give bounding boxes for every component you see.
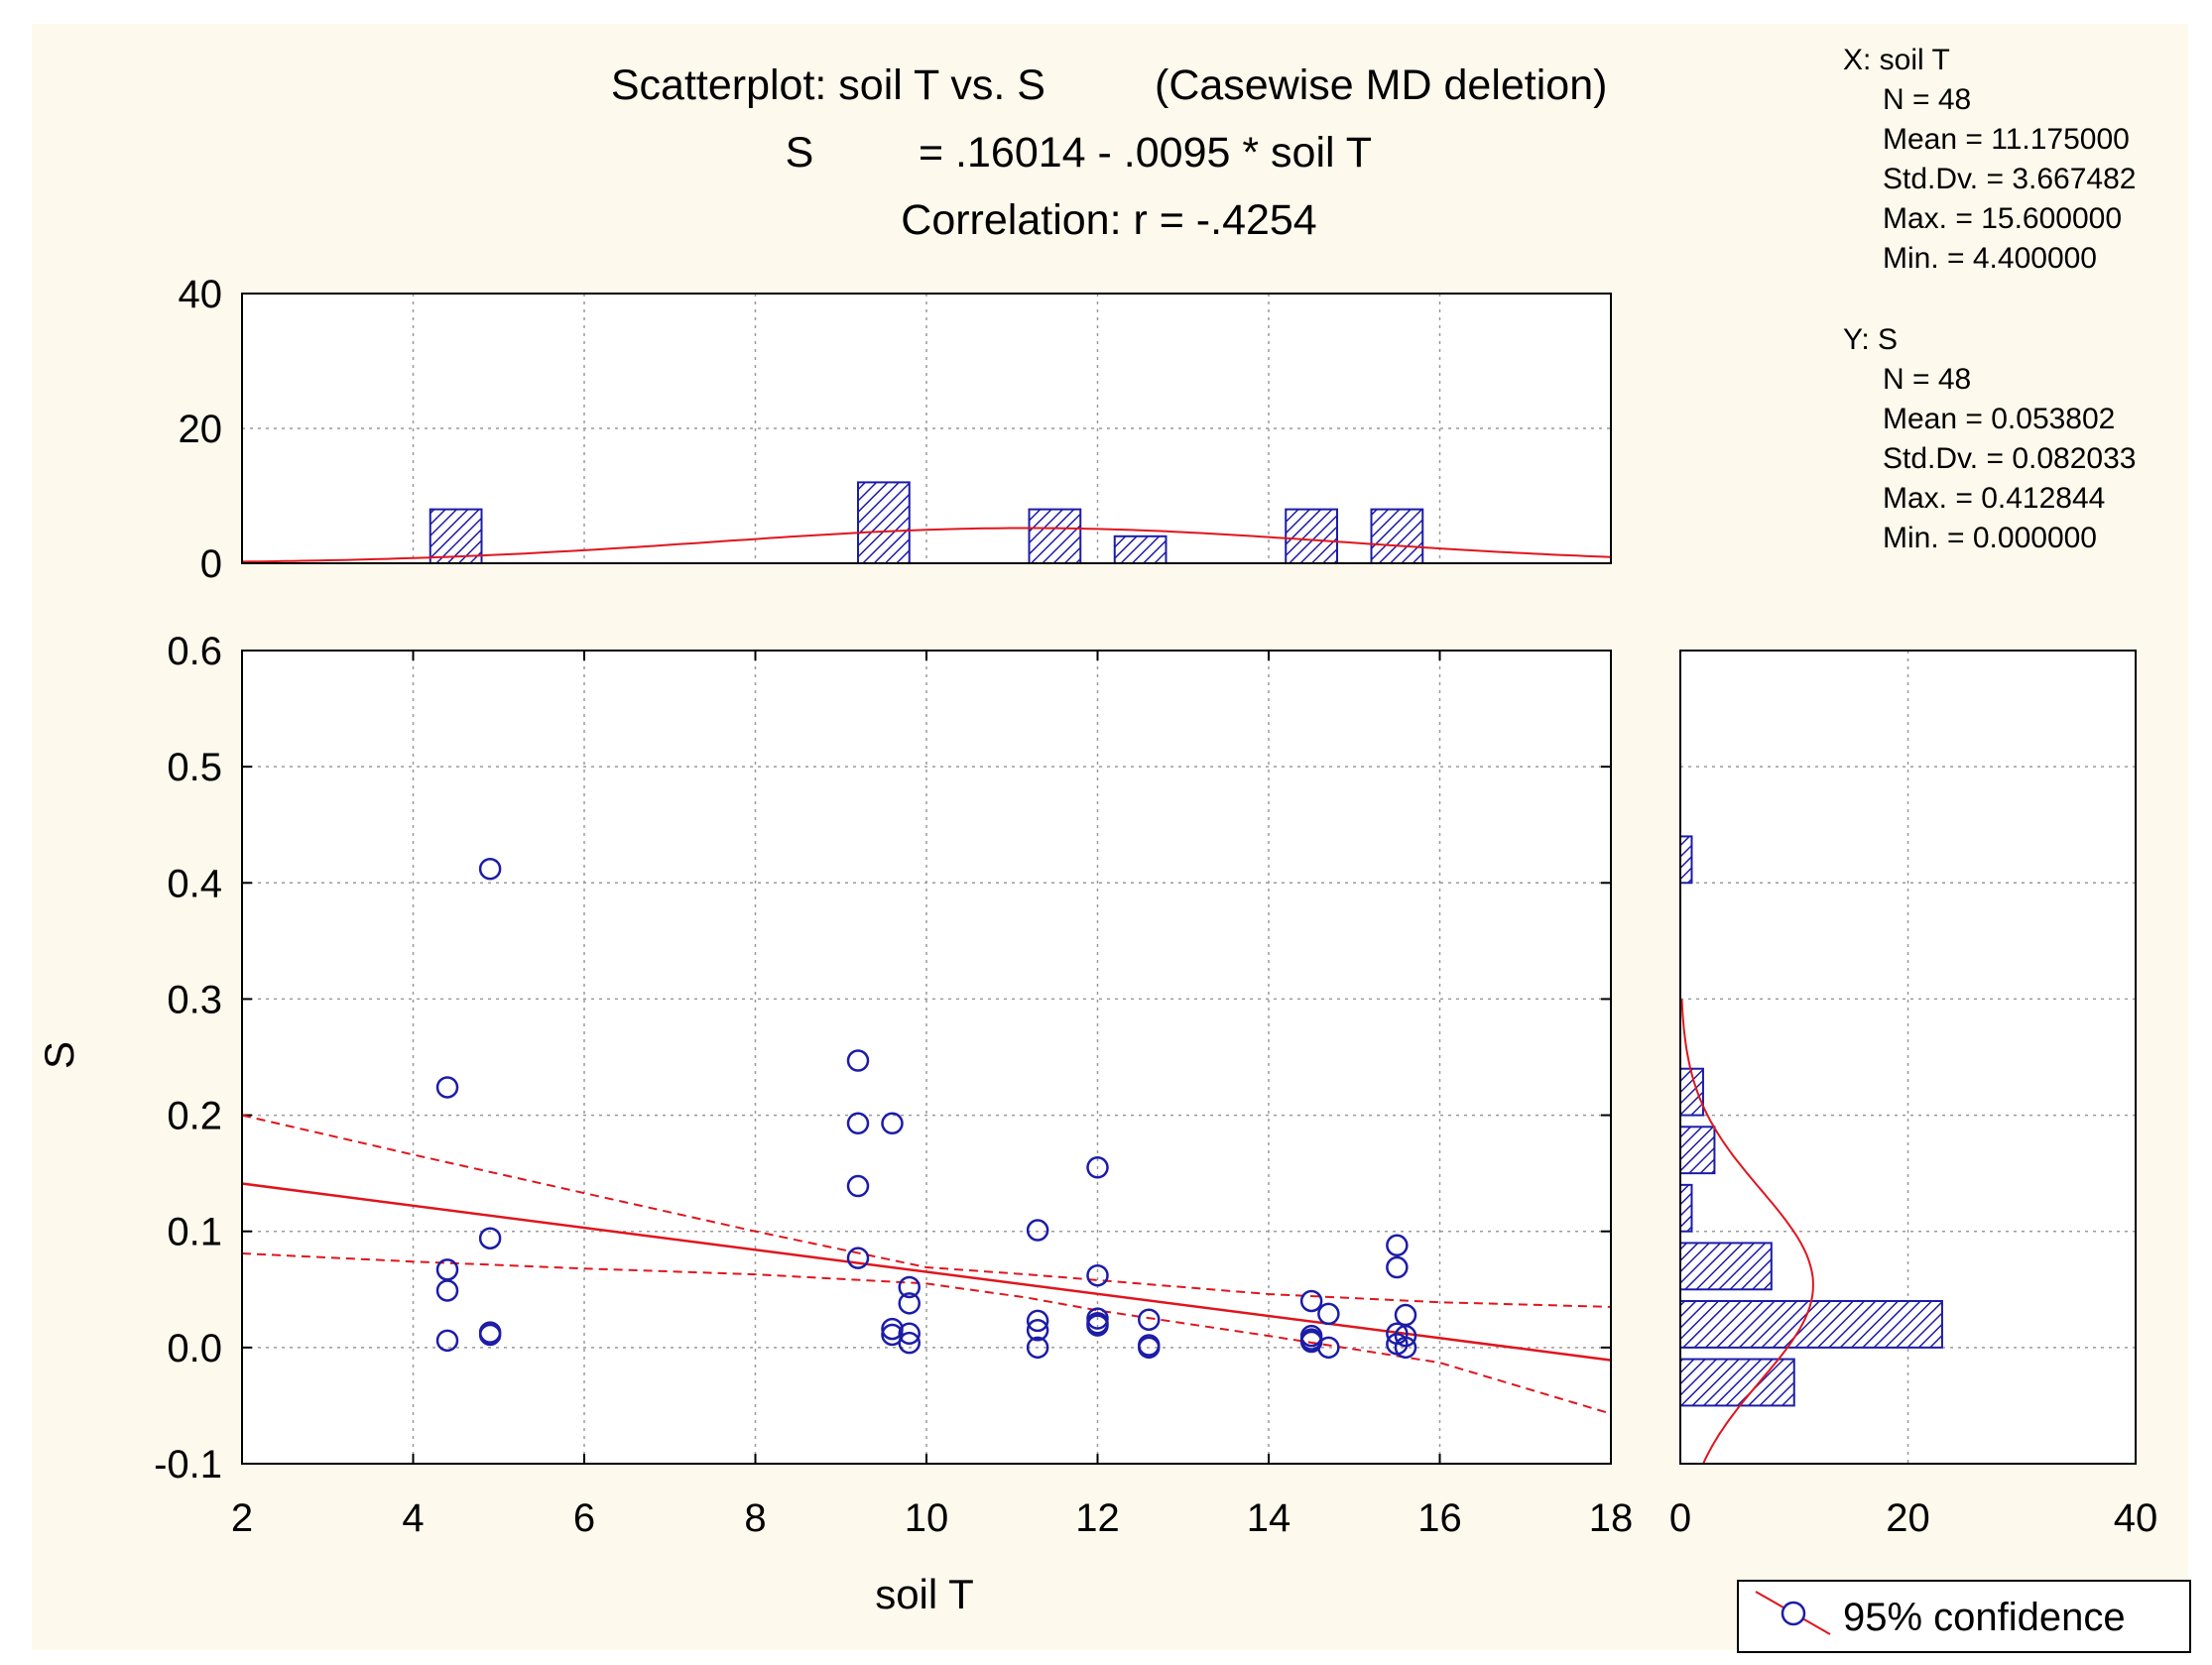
legend-label: 95% confidence xyxy=(1843,1596,2126,1639)
x-tick-label: 6 xyxy=(573,1496,595,1540)
data-point xyxy=(1138,1336,1161,1360)
x-stats-label: X: soil T xyxy=(1843,44,1950,76)
data-point xyxy=(1317,1336,1340,1360)
x-stats-line: Std.Dv. = 3.667482 xyxy=(1883,163,2136,195)
top-hist-bar xyxy=(1028,508,1082,564)
title-line-1-right: (Casewise MD deletion) xyxy=(1155,61,1607,109)
x-stats-line: N = 48 xyxy=(1883,83,1971,116)
top-hist-tick-label: 0 xyxy=(200,542,222,586)
data-point xyxy=(1317,1302,1340,1326)
x-tick-label: 4 xyxy=(402,1496,424,1540)
data-point xyxy=(1394,1336,1417,1360)
data-point xyxy=(846,1049,870,1072)
data-point xyxy=(435,1279,459,1302)
title-line-3: Correlation: r = -.4254 xyxy=(901,196,1316,244)
top-hist-tick-label: 40 xyxy=(179,273,223,316)
top-hist-normal-curve xyxy=(241,527,1612,563)
confidence-band-upper xyxy=(241,1114,1612,1308)
y-axis-label: S xyxy=(36,1041,82,1069)
data-point xyxy=(1026,1219,1049,1242)
y-tick-label: 0.0 xyxy=(167,1327,222,1370)
data-point xyxy=(1026,1319,1049,1342)
top-hist-bar xyxy=(1285,508,1338,564)
x-tick-label: 8 xyxy=(744,1496,766,1540)
data-point xyxy=(1026,1336,1049,1360)
data-point xyxy=(846,1112,870,1135)
y-stats-label: Y: S xyxy=(1843,323,1898,356)
title-line-2-left: S xyxy=(786,129,814,177)
y-tick-label: 0.5 xyxy=(167,746,222,789)
data-point xyxy=(1138,1308,1161,1331)
data-point xyxy=(898,1292,921,1315)
y-stats-line: Std.Dv. = 0.082033 xyxy=(1883,442,2136,475)
x-tick-label: 12 xyxy=(1075,1496,1120,1540)
data-point xyxy=(1386,1255,1409,1279)
legend-marker-icon xyxy=(1781,1601,1806,1626)
right-hist-tick-label: 40 xyxy=(2114,1496,2158,1540)
data-point xyxy=(881,1112,904,1135)
y-tick-label: 0.3 xyxy=(167,978,222,1021)
y-tick-label: 0.4 xyxy=(167,862,222,905)
x-tick-label: 16 xyxy=(1417,1496,1462,1540)
x-tick-label: 14 xyxy=(1247,1496,1291,1540)
right-hist-tick-label: 0 xyxy=(1669,1496,1691,1540)
y-tick-label: 0.1 xyxy=(167,1211,222,1254)
y-stats-line: N = 48 xyxy=(1883,363,1971,396)
right-histogram-frame xyxy=(1679,650,2137,1465)
top-hist-bar xyxy=(1113,535,1167,564)
title-line-2-right: = .16014 - .0095 * soil T xyxy=(919,129,1372,177)
x-stats-line: Min. = 4.400000 xyxy=(1883,242,2097,275)
x-tick-label: 18 xyxy=(1589,1496,1634,1540)
top-hist-bar xyxy=(1370,508,1424,564)
right-hist-bar xyxy=(1679,1242,1773,1291)
data-point xyxy=(1299,1289,1323,1313)
right-hist-bar xyxy=(1679,1300,1943,1349)
x-axis-label: soil T xyxy=(875,1571,974,1617)
y-stats-line: Min. = 0.000000 xyxy=(1883,522,2097,554)
data-point xyxy=(898,1275,921,1299)
top-hist-tick-label: 20 xyxy=(179,408,223,451)
y-stats-line: Max. = 0.412844 xyxy=(1883,482,2105,515)
top-histogram-frame xyxy=(241,293,1612,564)
right-hist-tick-label: 20 xyxy=(1886,1496,1930,1540)
y-tick-label: 0.2 xyxy=(167,1095,222,1138)
data-point xyxy=(846,1247,870,1269)
data-point xyxy=(478,1321,502,1344)
confidence-band-lower xyxy=(241,1252,1612,1415)
data-point xyxy=(1086,1263,1109,1287)
top-hist-bar xyxy=(429,508,483,564)
regression-line xyxy=(241,1182,1612,1362)
y-stats-line: Mean = 0.053802 xyxy=(1883,403,2115,435)
data-point xyxy=(478,857,502,881)
main-plot-frame xyxy=(241,650,1612,1465)
top-hist-bar xyxy=(857,481,911,564)
data-point xyxy=(1086,1314,1109,1337)
x-tick-label: 2 xyxy=(231,1496,253,1540)
data-point xyxy=(898,1322,921,1346)
data-point xyxy=(1026,1309,1049,1333)
right-hist-bar xyxy=(1679,1358,1795,1407)
data-point xyxy=(1386,1234,1409,1257)
data-point xyxy=(846,1174,870,1198)
right-hist-bar xyxy=(1679,1183,1693,1233)
x-stats-line: Mean = 11.175000 xyxy=(1883,123,2130,156)
data-point xyxy=(898,1331,921,1355)
data-point xyxy=(435,1076,459,1099)
y-tick-label: 0.6 xyxy=(167,630,222,673)
y-tick-label: -0.1 xyxy=(154,1443,222,1487)
legend-box xyxy=(1737,1580,2191,1653)
right-hist-bar xyxy=(1679,1126,1716,1175)
data-point xyxy=(1086,1156,1109,1179)
title-line-1-left: Scatterplot: soil T vs. S xyxy=(611,61,1045,109)
x-tick-label: 10 xyxy=(905,1496,949,1540)
x-stats-line: Max. = 15.600000 xyxy=(1883,202,2122,235)
right-hist-normal-curve xyxy=(1680,999,1814,1465)
right-hist-bar xyxy=(1679,835,1693,885)
data-point xyxy=(881,1317,904,1341)
data-point xyxy=(478,1227,502,1249)
data-point xyxy=(435,1329,459,1353)
